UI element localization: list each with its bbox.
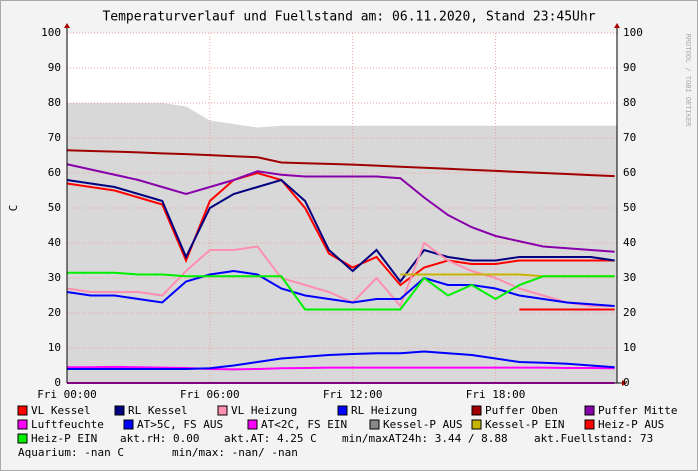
y-tick-label-right: 80 (623, 96, 636, 109)
plot (66, 32, 617, 384)
legend-swatch (337, 405, 348, 416)
aquarium-text: Aquarium: -nan C (18, 446, 124, 459)
y-tick-label: 80 (48, 96, 61, 109)
y-tick-label: 30 (48, 271, 61, 284)
info-text: akt.Fuellstand: 73 (534, 432, 653, 445)
legend-label: Heiz-P EIN (31, 432, 97, 445)
y-tick-label-right: 30 (623, 271, 636, 284)
series-line (66, 163, 615, 253)
y-tick-label: 60 (48, 166, 61, 179)
legend-swatch (17, 405, 28, 416)
info-text: akt.rH: 0.00 (120, 432, 199, 445)
series-line (67, 271, 615, 311)
legend-label: Puffer Oben (485, 404, 558, 417)
series-line (66, 269, 615, 307)
legend-label: Kessel-P EIN (485, 418, 564, 431)
axis-arrow (64, 23, 70, 28)
y-tick-label-right: 40 (623, 236, 636, 249)
axis-arrow (622, 380, 627, 386)
legend-swatch (471, 405, 482, 416)
series-line (66, 149, 615, 178)
y-tick-label-right: 90 (623, 61, 636, 74)
legend-swatch (584, 419, 595, 430)
legend-swatch (247, 419, 258, 430)
x-tick-label: Fri 00:00 (37, 388, 97, 401)
x-tick-label: Fri 12:00 (323, 388, 383, 401)
legend-swatch (123, 419, 134, 430)
y-tick-label-right: 0 (623, 376, 630, 389)
y-tick-label: 0 (54, 376, 61, 389)
y-tick-label-right: 50 (623, 201, 636, 214)
legend-label: Kessel-P AUS (383, 418, 462, 431)
series-line (66, 178, 615, 284)
legend-swatch (17, 419, 28, 430)
info-text: min/maxAT24h: 3.44 / 8.88 (342, 432, 508, 445)
y-tick-label-right: 10 (623, 341, 636, 354)
series-line (67, 350, 615, 370)
chart-title: Temperaturverlauf und Fuellstand am: 06.… (102, 10, 595, 25)
y-tick-label: 40 (48, 236, 61, 249)
info-text: akt.AT: 4.25 C (224, 432, 317, 445)
legend-label: VL Kessel (31, 404, 91, 417)
y-axis-label: C (7, 205, 20, 212)
x-tick-label: Fri 18:00 (466, 388, 526, 401)
aquarium-text: min/max: -nan/ -nan (172, 446, 298, 459)
y-tick-label-right: 20 (623, 306, 636, 319)
legend-label: RL Heizung (351, 404, 417, 417)
legend-label: Puffer Mitte (598, 404, 677, 417)
y-tick-label: 50 (48, 201, 61, 214)
legend-label: VL Heizung (231, 404, 297, 417)
legend-swatch (17, 433, 28, 444)
y-tick-label: 10 (48, 341, 61, 354)
y-tick-label: 20 (48, 306, 61, 319)
legend-label: Heiz-P AUS (598, 418, 664, 431)
legend-swatch (471, 419, 482, 430)
series-line (67, 365, 615, 371)
legend-swatch (114, 405, 125, 416)
y-tick-label: 90 (48, 61, 61, 74)
x-tick-label: Fri 06:00 (180, 388, 240, 401)
area (67, 103, 617, 383)
series-line (66, 241, 615, 308)
legend-swatch (584, 405, 595, 416)
legend-swatch (369, 419, 380, 430)
y-tick-label-right: 60 (623, 166, 636, 179)
y-tick-label: 70 (48, 131, 61, 144)
legend-label: RL Kessel (128, 404, 188, 417)
legend-label: Luftfeuchte (31, 418, 104, 431)
legend-label: AT<2C, FS EIN (261, 418, 347, 431)
watermark: RRDTOOL / TOBI OETIKER (684, 34, 692, 128)
legend-swatch (217, 405, 228, 416)
y-tick-label-right: 70 (623, 131, 636, 144)
y-tick-label-right: 100 (623, 26, 643, 39)
legend-label: AT>5C, FS AUS (137, 418, 223, 431)
axis-arrow (614, 23, 620, 28)
y-tick-label: 100 (41, 26, 61, 39)
